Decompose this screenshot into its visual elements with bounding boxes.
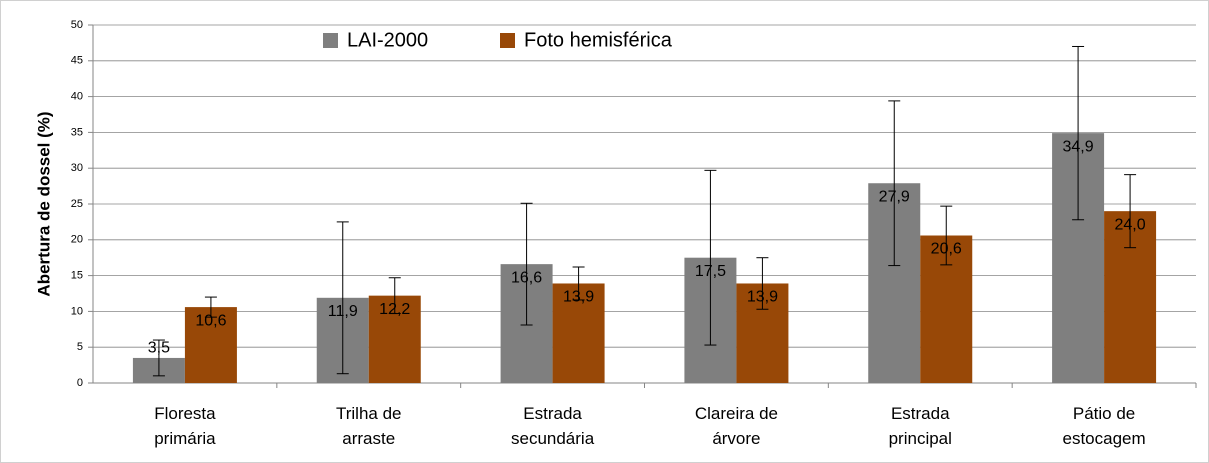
y-tick-label: 25 (71, 198, 83, 210)
legend-swatch (500, 33, 515, 48)
y-axis-label: Abertura de dossel (%) (34, 111, 53, 296)
x-tick-label: Pátio de estocagem (1062, 404, 1145, 448)
x-tick-label: Trilha de arraste (336, 404, 402, 448)
error-bar (572, 266, 585, 301)
y-tick-label: 10 (71, 305, 83, 317)
y-tick-label: 20 (71, 234, 83, 246)
error-bar (204, 296, 217, 318)
value-label: 16,6 (511, 269, 542, 286)
error-bar (1072, 45, 1085, 221)
error-bar (940, 205, 953, 266)
y-tick-label: 50 (71, 19, 83, 31)
legend-swatch (323, 33, 338, 48)
error-bar (888, 100, 901, 267)
value-label: 12,2 (379, 301, 410, 318)
value-label: 27,9 (879, 188, 910, 205)
y-tick-label: 15 (71, 270, 83, 282)
value-label: 11,9 (328, 303, 358, 320)
y-tick-label: 45 (71, 55, 83, 67)
x-tick-label: Clareira de árvore (695, 404, 778, 448)
legend-label: LAI-2000 (347, 29, 428, 51)
x-tick-label: Estrada secundária (511, 404, 595, 448)
error-bar (336, 221, 349, 375)
value-label: 17,5 (695, 263, 726, 280)
value-label: 3,5 (148, 340, 170, 357)
y-tick-label: 40 (71, 91, 83, 103)
bar (184, 307, 237, 383)
y-tick-label: 35 (71, 126, 83, 138)
error-bar (388, 277, 401, 315)
value-label: 20,6 (931, 241, 962, 258)
error-bar (756, 257, 769, 310)
error-bar (152, 339, 165, 377)
value-label: 24,0 (1115, 216, 1146, 233)
y-tick-label: 0 (77, 377, 83, 389)
error-bar (704, 169, 717, 346)
y-tick-label: 5 (77, 341, 83, 353)
value-label: 34,9 (1063, 138, 1094, 155)
value-label: 13,9 (747, 289, 778, 306)
legend-label: Foto hemisférica (524, 29, 673, 51)
error-bar (1124, 174, 1137, 249)
x-tick-label: Floresta primária (154, 404, 216, 448)
x-tick-label: Estrada principal (889, 404, 952, 448)
value-label: 10,6 (195, 312, 226, 329)
error-bar (520, 202, 533, 326)
y-tick-label: 30 (71, 162, 83, 174)
value-label: 13,9 (563, 289, 594, 306)
